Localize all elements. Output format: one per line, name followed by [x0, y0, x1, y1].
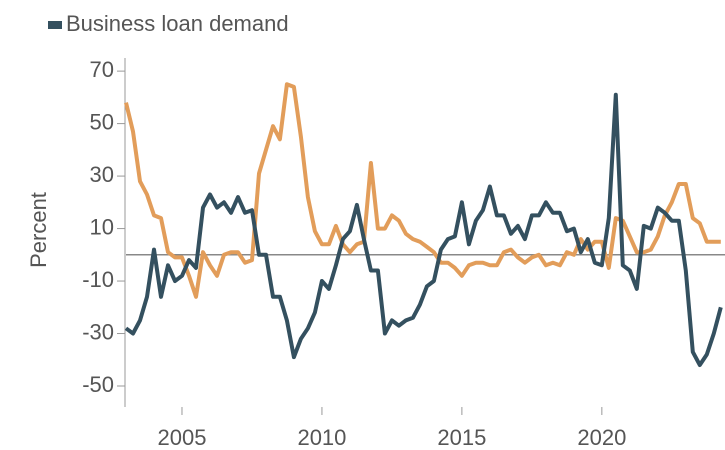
legend-label: Business loan demand — [66, 11, 289, 36]
y-tick-label: -30 — [82, 319, 114, 344]
line-series — [124, 92, 723, 367]
y-tick-label: 70 — [90, 57, 114, 82]
x-tick-label: 2020 — [577, 425, 626, 450]
x-tick-label: 2015 — [437, 425, 486, 450]
y-tick-label: 10 — [90, 214, 114, 239]
x-tick-label: 2010 — [297, 425, 346, 450]
y-tick-label: -50 — [82, 372, 114, 397]
y-tick-label: -10 — [82, 267, 114, 292]
line-series — [124, 82, 721, 299]
y-tick-label: 50 — [90, 109, 114, 134]
y-tick-label: 30 — [90, 162, 114, 187]
x-tick-label: 2005 — [158, 425, 207, 450]
y-axis-label: Percent — [26, 192, 51, 268]
